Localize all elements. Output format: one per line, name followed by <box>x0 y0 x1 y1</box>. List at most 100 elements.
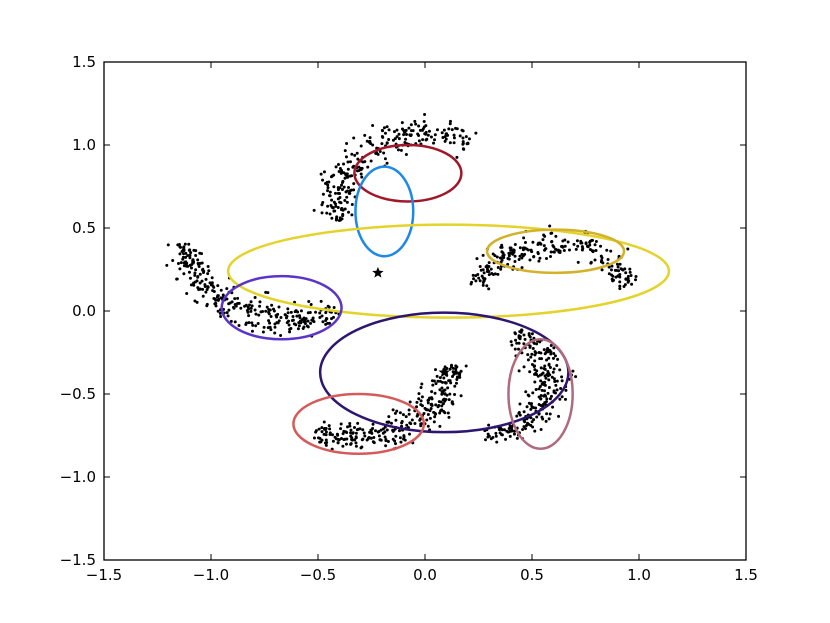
data-point <box>441 398 445 402</box>
data-point <box>344 190 348 194</box>
data-point <box>518 402 522 406</box>
data-point <box>543 364 547 368</box>
data-point <box>402 434 406 438</box>
data-point <box>542 389 546 393</box>
plot-frame <box>103 61 747 561</box>
data-point <box>499 427 503 431</box>
data-point <box>431 383 435 387</box>
data-point <box>502 428 506 432</box>
data-point <box>533 353 537 357</box>
data-point <box>618 284 622 288</box>
data-point <box>440 408 444 412</box>
data-point <box>270 303 274 307</box>
data-point <box>419 385 423 389</box>
data-point <box>350 213 354 217</box>
data-point <box>193 271 197 275</box>
data-point <box>367 435 371 439</box>
data-point <box>539 428 543 432</box>
data-point <box>517 341 521 345</box>
data-point <box>553 354 557 358</box>
data-point <box>421 127 425 131</box>
data-point <box>181 255 185 259</box>
data-point <box>250 321 254 325</box>
data-point <box>201 294 205 298</box>
data-point <box>216 298 220 302</box>
data-point <box>359 172 363 176</box>
data-point <box>545 358 549 362</box>
data-point <box>486 435 490 439</box>
data-point <box>520 256 524 260</box>
data-point <box>549 352 553 356</box>
data-point <box>202 270 206 274</box>
data-point <box>189 266 193 270</box>
data-point <box>349 428 353 432</box>
data-point <box>533 350 537 354</box>
data-point <box>338 196 342 200</box>
data-point <box>308 311 312 315</box>
data-point <box>354 431 358 435</box>
data-point <box>378 150 382 154</box>
data-point <box>336 441 340 445</box>
data-point <box>207 269 211 273</box>
data-point <box>411 129 415 133</box>
data-point <box>337 219 341 223</box>
data-point <box>258 300 262 304</box>
data-point <box>269 315 273 319</box>
data-point <box>481 253 485 257</box>
data-point <box>226 314 230 318</box>
data-point <box>542 383 546 387</box>
data-point <box>333 209 337 213</box>
data-point <box>453 393 457 397</box>
data-point <box>256 322 260 326</box>
data-point <box>342 171 346 175</box>
data-point <box>394 442 398 446</box>
data-point <box>234 304 238 308</box>
data-point <box>359 168 363 172</box>
data-point <box>381 427 385 431</box>
data-point <box>527 394 531 398</box>
data-point <box>341 444 345 448</box>
data-point <box>609 249 613 253</box>
data-point <box>606 257 610 261</box>
data-point <box>470 280 474 284</box>
data-point <box>205 288 209 292</box>
data-point <box>261 330 265 334</box>
data-point <box>350 152 354 156</box>
star-layer <box>372 266 450 378</box>
data-point <box>438 379 442 383</box>
data-point <box>521 427 525 431</box>
data-point <box>626 247 630 251</box>
data-point <box>166 243 170 247</box>
data-point <box>201 267 205 271</box>
data-point <box>420 395 424 399</box>
data-point <box>526 353 530 357</box>
data-point <box>192 283 196 287</box>
data-point <box>405 423 409 427</box>
data-point <box>214 301 218 305</box>
data-point <box>547 385 551 389</box>
data-point <box>291 318 295 322</box>
data-point <box>549 343 553 347</box>
data-point <box>212 296 216 300</box>
data-point <box>198 261 202 265</box>
data-point <box>307 299 311 303</box>
data-point <box>448 119 452 123</box>
data-point <box>362 431 366 435</box>
data-point <box>526 358 530 362</box>
data-point <box>325 211 329 215</box>
data-point <box>449 365 453 369</box>
data-point <box>548 365 552 369</box>
data-point <box>489 267 493 271</box>
data-point <box>381 129 385 133</box>
data-point <box>518 246 522 250</box>
data-point <box>332 306 336 310</box>
data-point <box>435 128 439 132</box>
data-point <box>417 139 421 143</box>
data-point <box>533 380 537 384</box>
data-point <box>549 350 553 354</box>
data-point <box>192 248 196 252</box>
data-point <box>324 430 328 434</box>
data-point <box>225 287 229 291</box>
data-point <box>249 306 253 310</box>
data-point <box>404 132 408 136</box>
